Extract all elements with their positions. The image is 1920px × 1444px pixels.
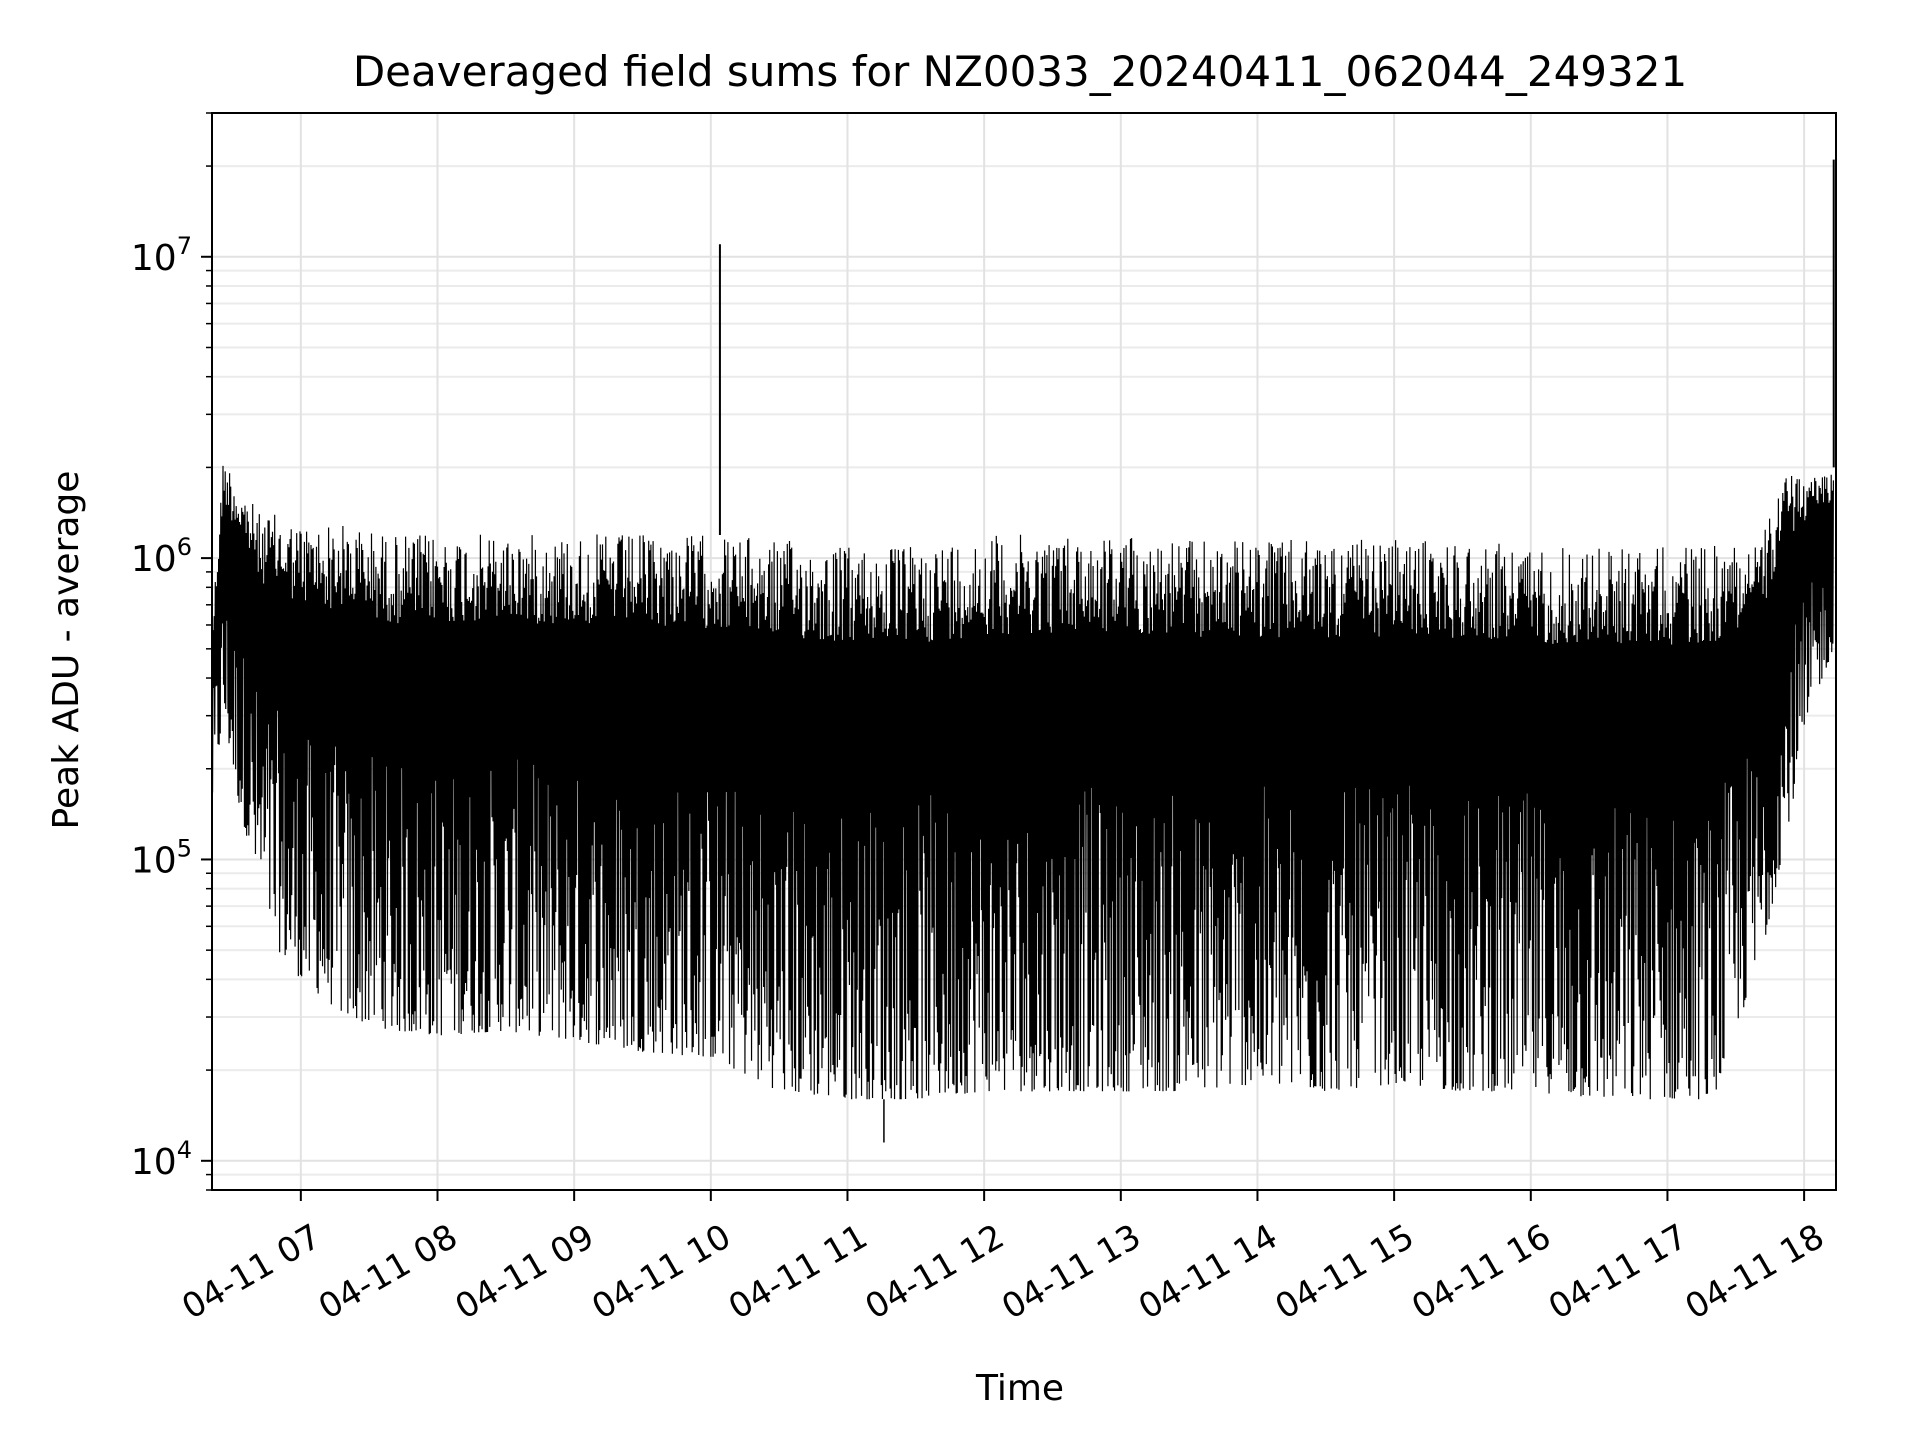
x-tick-label: 04-11 11 <box>722 1217 874 1328</box>
x-tick-label: 04-11 17 <box>1542 1217 1694 1328</box>
x-axis-label: Time <box>975 1368 1064 1409</box>
y-axis-label: Peak ADU - average <box>46 471 87 830</box>
x-tick-label: 04-11 12 <box>859 1217 1011 1328</box>
x-tick-label: 04-11 14 <box>1132 1217 1284 1328</box>
y-tick-label: 104 <box>131 1136 192 1183</box>
x-tick-label: 04-11 08 <box>312 1217 464 1328</box>
x-tick-label: 04-11 16 <box>1405 1217 1557 1328</box>
chart-title: Deaveraged field sums for NZ0033_2024041… <box>353 47 1687 96</box>
y-tick-label: 106 <box>131 533 192 580</box>
y-tick-label: 105 <box>131 834 192 881</box>
plot-frame <box>211 112 1837 1191</box>
series-line <box>211 465 1834 1100</box>
x-tick-label: 04-11 07 <box>175 1217 327 1328</box>
data-series <box>211 159 1835 1143</box>
x-tick-label: 04-11 15 <box>1269 1217 1421 1328</box>
x-tick-label: 04-11 13 <box>995 1217 1147 1328</box>
x-tick-label: 04-11 10 <box>585 1217 737 1328</box>
x-tick-label: 04-11 18 <box>1679 1217 1831 1328</box>
x-tick-label: 04-11 09 <box>449 1217 601 1328</box>
y-axis-ticks: 104 105 106 107 <box>131 112 212 1191</box>
y-tick-label: 107 <box>131 232 192 279</box>
